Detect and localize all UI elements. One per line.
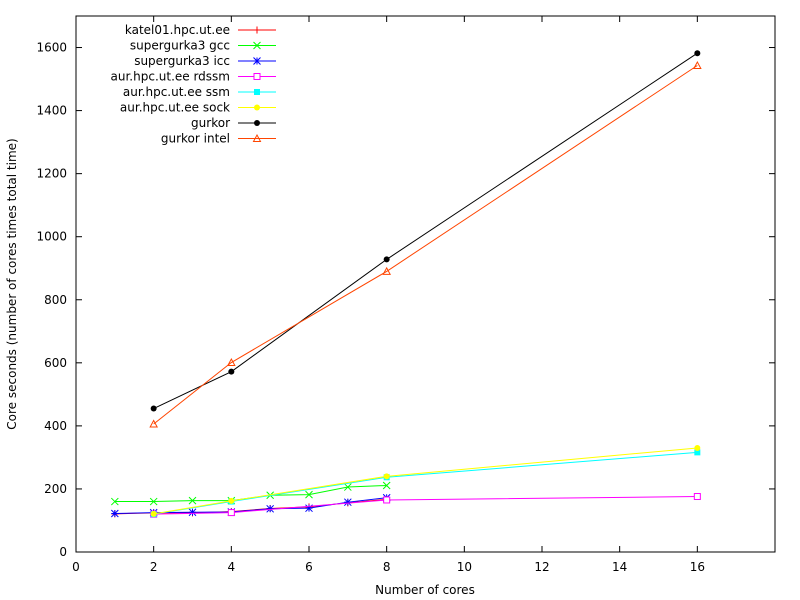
data-point [110,509,119,518]
x-tick-label: 0 [72,560,80,574]
series-line [153,52,698,409]
series-line [153,496,698,515]
data-point [693,493,701,501]
y-axis-label: Core seconds (number of cores times tota… [5,138,19,429]
series-4 [150,449,701,518]
data-point [253,57,261,65]
data-point [254,89,260,95]
data-point [305,490,313,499]
x-tick-label: 14 [612,560,627,574]
data-point [694,449,701,456]
data-point [253,26,261,34]
series-layer [110,50,702,518]
data-point [188,508,197,517]
data-point [149,497,158,506]
data-point [252,133,262,142]
legend-label: katel01.hpc.ut.ee [125,23,230,37]
series-5 [150,444,701,517]
x-tick-label: 6 [305,560,313,574]
legend-label: aur.hpc.ut.ee sock [120,101,230,115]
series-3 [150,493,701,518]
legend: katel01.hpc.ut.ee supergurka3 gccsupergur… [111,23,276,146]
y-tick-label: 400 [44,419,67,433]
data-point [149,419,159,428]
legend-label: gurkor [191,116,230,130]
data-point [382,481,391,490]
data-point [253,73,261,80]
data-point [382,266,392,275]
data-point [343,483,352,491]
data-point [150,405,157,412]
x-tick-label: 4 [228,560,236,574]
series-7 [149,60,702,428]
data-point [692,60,702,70]
data-point [150,510,157,517]
x-tick-label: 2 [150,560,158,574]
series-line [153,451,698,515]
series-line [153,65,698,425]
data-point [343,498,352,507]
axis-ticks: 0 2 4 6 8 10 12 14 16 0 200 400 600 800 1000 1200 1400 16… [36,16,775,574]
y-tick-label: 800 [44,293,67,307]
series-6 [150,50,701,412]
legend-label: aur.hpc.ut.ee rdssm [111,70,230,84]
data-point [253,41,261,50]
series-line [153,447,698,515]
data-point [383,256,390,263]
legend-label: supergurka3 gcc [130,39,230,53]
legend-label: supergurka3 icc [134,54,230,68]
y-tick-label: 1200 [36,167,67,181]
data-point [228,368,235,375]
x-tick-label: 8 [383,560,391,574]
data-point [266,504,275,513]
y-tick-label: 0 [59,545,67,559]
plot-frame [75,15,776,553]
legend-label: aur.hpc.ut.ee ssm [123,85,230,99]
data-point [110,497,119,506]
x-axis-label: Number of cores [375,583,475,597]
y-tick-label: 1600 [36,41,67,55]
y-tick-label: 1400 [36,104,67,118]
data-point [188,496,197,505]
data-point [228,497,235,504]
x-tick-label: 16 [690,560,705,574]
data-point [383,496,391,504]
data-point [383,473,390,480]
x-tick-label: 10 [457,560,472,574]
data-point [305,504,313,513]
data-point [694,444,701,451]
data-point [227,509,235,517]
y-tick-label: 200 [44,482,67,496]
data-point [254,120,260,126]
data-point [694,50,701,57]
y-tick-label: 1000 [36,230,67,244]
data-point [254,104,260,111]
y-tick-label: 600 [44,356,67,370]
legend-label: gurkor intel [161,132,230,146]
data-point [226,357,236,367]
x-tick-label: 12 [534,560,549,574]
